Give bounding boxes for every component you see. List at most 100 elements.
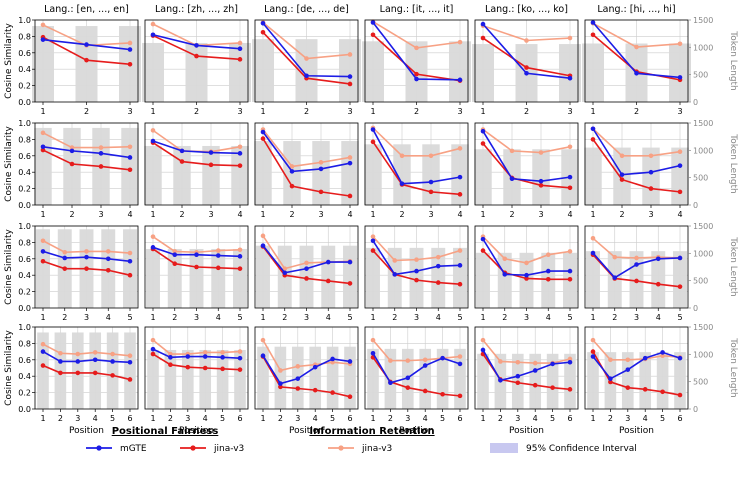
mgte-point xyxy=(69,148,75,154)
mgte-point xyxy=(92,357,98,363)
mgte-point xyxy=(498,378,503,383)
token-length-bar xyxy=(254,141,272,205)
token-length-bar xyxy=(234,349,246,409)
panel: 1 2 3 4 xyxy=(364,122,469,219)
y-tick-label-right: 0 xyxy=(693,98,698,107)
mgte-point xyxy=(625,367,631,372)
mgte-point xyxy=(590,250,596,256)
retention-jina-point xyxy=(498,359,503,364)
mgte-line xyxy=(592,128,681,176)
x-tick-label: 3 xyxy=(567,107,572,116)
mgte-point xyxy=(347,359,353,364)
x-tick-label: 4 xyxy=(546,313,551,322)
x-tick-label: 2 xyxy=(498,414,503,423)
retention-jina-point xyxy=(388,358,393,363)
x-tick-label: 3 xyxy=(414,313,419,322)
mgte-point xyxy=(388,380,393,386)
y-tick-label: 0.8 xyxy=(18,135,31,144)
x-tick-label: 3 xyxy=(524,313,529,322)
jina-v3-line xyxy=(262,138,351,197)
mgte-point xyxy=(84,254,89,260)
token-length-bar xyxy=(344,346,356,409)
mgte-point xyxy=(325,259,331,265)
retention-jina-point xyxy=(330,359,335,365)
mgte-point xyxy=(40,144,46,150)
y-tick-label-right: 0 xyxy=(693,201,698,210)
mgte-point xyxy=(237,355,243,361)
token-length-bar xyxy=(582,43,604,102)
jina-v3-point xyxy=(440,391,445,397)
x-tick-label: 5 xyxy=(237,313,242,322)
retention-jina-point xyxy=(40,238,46,244)
x-tick-label: 3 xyxy=(98,210,103,219)
panel: 1 2 3 4 5 0 500 1000 1500 xyxy=(584,222,713,322)
token-length-bar xyxy=(431,247,446,308)
mgte-point xyxy=(347,259,353,265)
mgte-point xyxy=(457,174,463,180)
legend-mgte-label: mGTE xyxy=(120,444,147,454)
mgte-point xyxy=(370,238,376,244)
jina-v3-point xyxy=(457,192,463,197)
jina-v3-point xyxy=(590,137,596,142)
retention-jina-point xyxy=(75,351,81,357)
retention-jina-point xyxy=(347,155,353,160)
mgte-point xyxy=(127,359,133,365)
token-length-bar xyxy=(326,346,339,409)
x-tick-label: 1 xyxy=(480,210,485,219)
mgte-point xyxy=(440,355,445,361)
mgte-point xyxy=(422,363,428,368)
x-tick-label: 2 xyxy=(502,313,507,322)
jina-v3-point xyxy=(347,281,353,286)
x-tick-label: 4 xyxy=(677,210,682,219)
mgte-point xyxy=(590,20,596,25)
token-length-bar xyxy=(199,349,212,409)
retention-jina-point xyxy=(215,248,221,253)
x-tick-label: 1 xyxy=(590,107,595,116)
mgte-point xyxy=(524,71,529,76)
retention-jina-point xyxy=(590,236,596,241)
retention-jina-point xyxy=(220,350,225,355)
jina-v3-point xyxy=(295,386,301,391)
token-length-bar xyxy=(233,248,247,308)
mgte-point xyxy=(172,252,178,257)
mgte-point xyxy=(634,262,639,267)
jina-v3-point xyxy=(40,363,46,368)
retention-jina-point xyxy=(295,364,301,369)
jina-v3-point xyxy=(304,276,309,281)
jina-v3-point xyxy=(168,362,173,368)
token-length-bar xyxy=(621,352,634,409)
panel: 1 2 3 xyxy=(362,19,471,116)
y-tick-label-right: 1500 xyxy=(693,222,713,231)
jina-v3-point xyxy=(127,167,133,173)
y-tick-label: 0.2 xyxy=(18,288,31,297)
retention-jina-point xyxy=(648,153,654,159)
x-tick-label: 4 xyxy=(326,313,331,322)
x-tick-label: 1 xyxy=(590,313,595,322)
retention-jina-line xyxy=(592,339,681,361)
y-tick-label: 1.0 xyxy=(18,16,31,25)
mgte-point xyxy=(370,20,376,25)
mgte-line xyxy=(262,131,351,173)
legend-retention-label: jina-v3 xyxy=(361,444,392,454)
mgte-point xyxy=(260,243,266,248)
jina-v3-point xyxy=(655,281,661,287)
jina-v3-point xyxy=(150,351,156,357)
mgte-point xyxy=(150,346,156,352)
mgte-point xyxy=(405,375,411,381)
mgte-point xyxy=(515,373,521,379)
token-length-bar xyxy=(257,346,269,409)
jina-v3-point xyxy=(550,385,555,390)
token-length-bar xyxy=(211,248,226,308)
retention-jina-point xyxy=(405,358,411,363)
x-tick-label: 3 xyxy=(75,414,80,423)
token-length-bar xyxy=(587,352,599,409)
x-tick-label: 3 xyxy=(295,414,300,423)
jina-v3-point xyxy=(677,392,683,398)
jina-v3-point xyxy=(84,266,89,271)
y-tick-label-right: 1000 xyxy=(693,249,713,258)
token-length-bar xyxy=(123,229,137,308)
token-length-bar xyxy=(37,332,49,409)
mgte-point xyxy=(127,258,133,264)
panel: 1 2 3 4 5 6 Position xyxy=(144,326,249,436)
mgte-point xyxy=(567,359,573,365)
